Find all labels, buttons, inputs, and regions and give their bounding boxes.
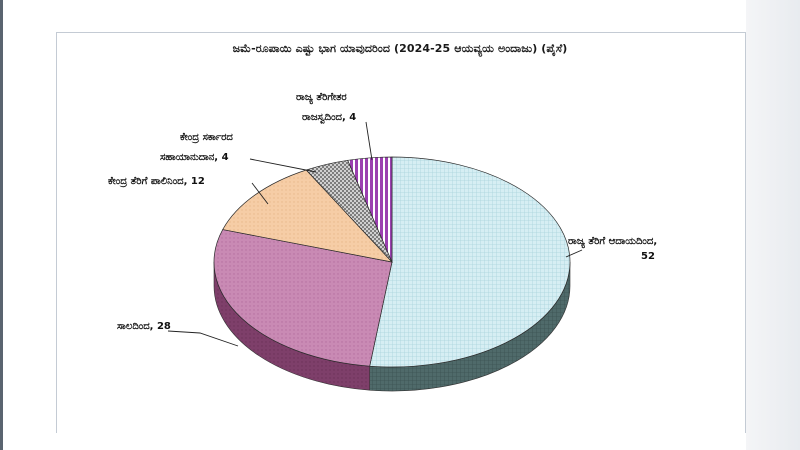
pie-slices [213, 156, 571, 368]
slice-label-grant: ಕೇಂದ್ರ ಸರ್ಕಾರದ [180, 132, 233, 144]
slice-nontax [347, 156, 393, 263]
slice-state-tax [369, 156, 571, 368]
slice-label-state-tax-value: 52 [641, 251, 655, 262]
slice-label-loans: ಸಾಲದಿಂದ, 28 [117, 321, 171, 332]
slice-label-grant-value: ಸಹಾಯಾನುದಾನ, 4 [160, 152, 229, 163]
slice-central-tax [222, 169, 393, 263]
leader-central-tax [251, 182, 269, 205]
chart-title: ಜಮೆ-ರೂಪಾಯಿ ಎಷ್ಟು ಭಾಗ ಯಾವುದರಿಂದ (2024-25 … [232, 42, 568, 55]
leader-state-tax [565, 249, 583, 258]
slice-label-state-tax: ರಾಜ್ಯ ತೆರಿಗೆ ಆದಾಯದಿಂದ, [568, 236, 657, 249]
slice-loans [213, 229, 393, 367]
slice-label-nontax: ರಾಜ್ಯ ತೆರಿಗೇತರ [296, 92, 347, 105]
side-strip [746, 0, 800, 450]
leader-grant [249, 158, 317, 173]
slice-label-central-tax: ಕೇಂದ್ರ ತೆರಿಗೆ ಪಾಲಿನಿಂದ, 12 [108, 176, 205, 188]
slice-label-nontax-value: ರಾಜಸ್ವದಿಂದ, 4 [302, 112, 356, 124]
leader-lines [167, 121, 583, 347]
leader-loans [167, 330, 239, 347]
window-edge [0, 0, 3, 450]
leader-nontax [365, 121, 373, 161]
